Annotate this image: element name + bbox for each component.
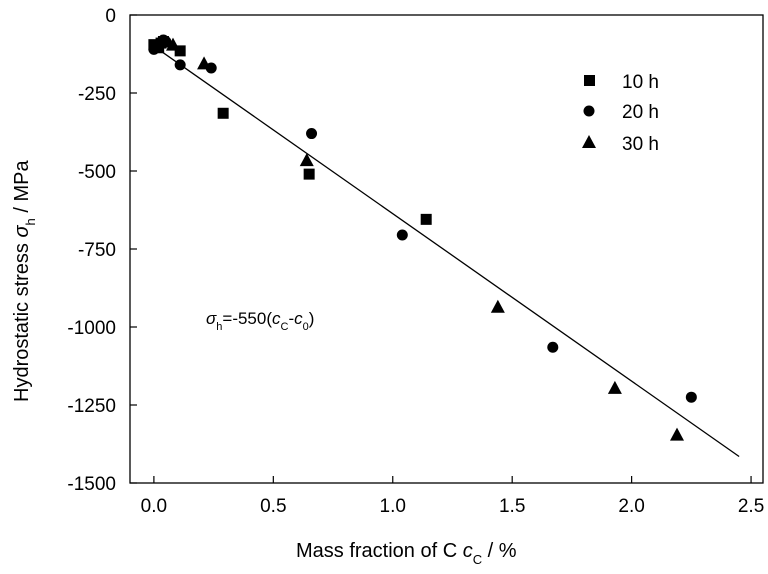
data-point-square	[420, 213, 432, 225]
data-point-square	[303, 168, 315, 180]
y-tick-label: -750	[78, 240, 116, 261]
x-axis-label-sub: C	[473, 552, 482, 567]
y-axis-label: Hydrostatic stress σh / MPa	[11, 160, 38, 402]
y-tick-label: -1250	[67, 396, 116, 417]
data-point-circle	[396, 229, 408, 241]
tick-group: 0.0 0.5 1.0 1.5 2.0 2.5 0 -250 -500 -750 -1000 -125…	[67, 6, 764, 517]
eq-c2: c	[294, 309, 303, 328]
data-points	[148, 34, 697, 441]
x-tick-label: 2.5	[738, 496, 764, 517]
legend: 10 h 20 h 30 h	[582, 72, 659, 155]
data-point-triangle	[197, 56, 212, 70]
x-tick-label: 1.0	[380, 496, 406, 517]
y-tick-label: -1500	[67, 474, 116, 495]
legend-label-30h: 30 h	[622, 134, 659, 155]
data-point-circle	[685, 391, 697, 403]
eq-mid: =-550(	[222, 309, 272, 328]
x-axis-label: Mass fraction of C cC / %	[296, 540, 517, 567]
data-point-square	[217, 107, 229, 119]
y-axis-label-unit: / MPa	[11, 160, 33, 219]
eq-c1: c	[272, 309, 281, 328]
x-axis-label-text: Mass fraction of C	[296, 540, 457, 562]
eq-sigma: σ	[206, 309, 217, 328]
data-point-triangle	[299, 153, 314, 167]
fit-equation: σh=-550(cC-c0)	[206, 309, 314, 333]
data-point-square	[174, 45, 186, 57]
eq-sub-h: h	[216, 321, 222, 333]
legend-marker-10h	[584, 75, 595, 86]
legend-label-10h: 10 h	[622, 72, 659, 93]
y-tick-label: -250	[78, 84, 116, 105]
y-tick-label: -1000	[67, 318, 116, 339]
legend-label-20h: 20 h	[622, 102, 659, 123]
data-point-triangle	[607, 380, 622, 394]
x-axis-label-symbol: c	[463, 540, 473, 562]
legend-marker-20h	[583, 105, 595, 117]
data-point-triangle	[490, 299, 505, 313]
x-tick-label: 1.5	[499, 496, 525, 517]
data-point-circle	[547, 341, 559, 353]
data-point-triangle	[154, 34, 169, 48]
eq-sub-0: 0	[303, 321, 309, 333]
y-axis-label-text: Hydrostatic stress	[11, 243, 33, 402]
x-axis-label-unit: / %	[482, 540, 517, 562]
data-point-circle	[174, 59, 186, 71]
data-point-triangle	[165, 37, 180, 51]
data-point-circle	[306, 128, 318, 140]
fit-line	[153, 45, 740, 458]
x-tick-label: 0.5	[260, 496, 286, 517]
plot-frame	[129, 14, 764, 484]
y-axis-label-symbol: σ	[11, 225, 33, 238]
data-point-triangle	[670, 427, 685, 441]
eq-sub-c: C	[281, 321, 289, 333]
legend-marker-30h	[582, 135, 596, 148]
y-tick-label: -500	[78, 162, 116, 183]
eq-close: )	[309, 309, 315, 328]
x-tick-label: 2.0	[618, 496, 644, 517]
eq-dash: -	[288, 309, 294, 328]
x-tick-label: 0.0	[141, 496, 167, 517]
y-tick-label: 0	[105, 6, 116, 27]
y-axis-label-sub: h	[23, 218, 38, 225]
